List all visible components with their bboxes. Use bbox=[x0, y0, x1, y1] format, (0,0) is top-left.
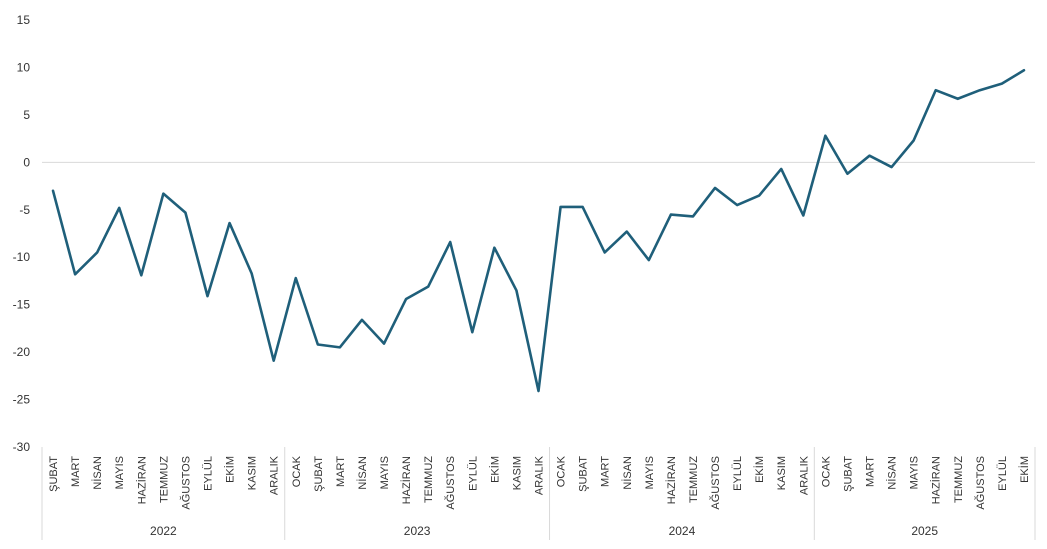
x-tick-label: HAZİRAN bbox=[930, 456, 943, 504]
x-tick-label: TEMMUZ bbox=[158, 456, 170, 503]
y-tick-label: -30 bbox=[13, 440, 31, 454]
x-axis: ŞUBAT MART NİSAN MAYIS HAZİRAN TEMMUZ AĞUSTOS E… bbox=[41, 447, 1036, 540]
y-tick-label: -25 bbox=[13, 393, 31, 407]
year-label: 2025 bbox=[911, 524, 938, 538]
y-tick-label: -20 bbox=[13, 345, 31, 359]
x-tick-label: KASIM bbox=[776, 456, 788, 490]
x-tick-label: MART bbox=[70, 456, 82, 487]
year-label: 2023 bbox=[404, 524, 431, 538]
x-tick-label: ARALIK bbox=[534, 455, 546, 495]
x-tick-label: AĞUSTOS bbox=[444, 456, 457, 510]
series-line bbox=[51, 68, 1026, 393]
x-tick-label: EYLÜL bbox=[203, 456, 215, 491]
x-tick-label: AĞUSTOS bbox=[179, 456, 192, 510]
y-tick-label: 5 bbox=[23, 108, 30, 122]
x-tick-label: ŞUBAT bbox=[48, 456, 60, 492]
y-tick-label: 10 bbox=[17, 60, 31, 74]
x-tick-label: MAYIS bbox=[909, 456, 921, 489]
x-tick-label: ŞUBAT bbox=[313, 456, 325, 492]
x-tick-label: MAYIS bbox=[379, 456, 391, 489]
x-tick-label: NİSAN bbox=[356, 456, 369, 490]
x-tick-label: MART bbox=[335, 456, 347, 487]
x-tick-label: NİSAN bbox=[886, 456, 899, 490]
x-tick-label: OCAK bbox=[291, 455, 303, 487]
x-tick-label: EKİM bbox=[488, 456, 501, 483]
y-tick-label: 15 bbox=[17, 13, 31, 27]
y-tick-label: -5 bbox=[19, 203, 30, 217]
x-tick-label: MART bbox=[865, 456, 877, 487]
y-tick-label: 0 bbox=[23, 155, 30, 169]
x-tick-label: AĞUSTOS bbox=[974, 456, 987, 510]
x-tick-label: AĞUSTOS bbox=[709, 456, 722, 510]
x-tick-label: OCAK bbox=[820, 455, 832, 487]
x-tick-label: NİSAN bbox=[91, 456, 104, 490]
x-tick-label: OCAK bbox=[556, 455, 568, 487]
y-axis-ticks: 15 10 5 0 -5 -10 -15 -20 -25 -30 bbox=[13, 13, 31, 454]
year-label: 2022 bbox=[150, 524, 177, 538]
x-tick-label: NİSAN bbox=[621, 456, 634, 490]
x-tick-label: MAYIS bbox=[114, 456, 126, 489]
x-tick-label: KASIM bbox=[247, 456, 259, 490]
x-tick-label: EKİM bbox=[224, 456, 237, 483]
x-tick-label: ARALIK bbox=[269, 455, 281, 495]
x-tick-label: MART bbox=[600, 456, 612, 487]
x-tick-label: HAZİRAN bbox=[135, 456, 148, 504]
year-label: 2024 bbox=[669, 524, 696, 538]
x-tick-label: ARALIK bbox=[798, 455, 810, 495]
x-tick-label: HAZİRAN bbox=[400, 456, 413, 504]
x-tick-label: TEMMUZ bbox=[423, 456, 435, 503]
x-tick-label: EYLÜL bbox=[467, 456, 479, 491]
x-tick-label: TEMMUZ bbox=[953, 456, 965, 503]
x-tick-label: MAYIS bbox=[644, 456, 656, 489]
x-tick-label: ŞUBAT bbox=[842, 456, 854, 492]
x-tick-label: EKİM bbox=[753, 456, 766, 483]
x-tick-label: TEMMUZ bbox=[688, 456, 700, 503]
x-tick-label: HAZİRAN bbox=[665, 456, 678, 504]
x-tick-label: EKİM bbox=[1018, 456, 1031, 483]
y-tick-label: -15 bbox=[13, 298, 31, 312]
y-tick-label: -10 bbox=[13, 250, 31, 264]
x-tick-label: ŞUBAT bbox=[578, 456, 590, 492]
x-tick-label: KASIM bbox=[511, 456, 523, 490]
x-tick-label: EYLÜL bbox=[732, 456, 744, 491]
x-tick-label: EYLÜL bbox=[997, 456, 1009, 491]
